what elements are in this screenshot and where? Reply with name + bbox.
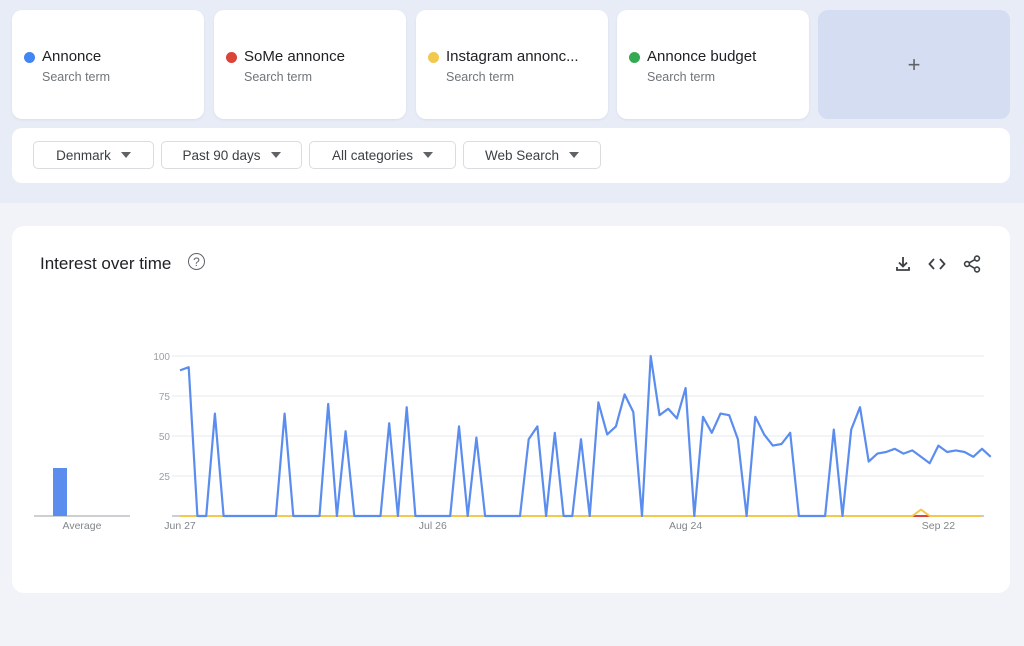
- x-tick-label: Sep 22: [922, 520, 955, 532]
- time-range-dropdown[interactable]: Past 90 days: [161, 141, 302, 169]
- plus-icon: +: [907, 51, 921, 77]
- average-label: Average: [63, 520, 102, 532]
- y-tick-label: 100: [153, 352, 170, 363]
- help-icon[interactable]: ?: [188, 253, 205, 270]
- search-term-label[interactable]: SoMe annonce: [244, 48, 345, 65]
- add-comparison-button[interactable]: +: [818, 10, 1010, 119]
- search-term-card-annonce[interactable]: Annonce Search term: [12, 10, 204, 119]
- interest-over-time-card: Interest over time ? 25 50 75 100 Jun 27 Jul …: [12, 226, 1010, 593]
- x-tick-label: Jun 27: [164, 520, 196, 532]
- y-tick-label: 25: [159, 472, 171, 483]
- series-color-dot: [226, 52, 237, 63]
- series-color-dot: [629, 52, 640, 63]
- compare-area: Annonce Search term SoMe annonce Search …: [0, 0, 1024, 203]
- search-term-card-annonce-budget[interactable]: Annonce budget Search term: [617, 10, 809, 119]
- series-color-dot: [24, 52, 35, 63]
- category-value: All categories: [331, 147, 414, 163]
- search-term-type: Search term: [446, 70, 515, 84]
- y-tick-label: 50: [159, 432, 171, 443]
- time-range-value: Past 90 days: [182, 147, 261, 163]
- embed-icon[interactable]: [927, 254, 947, 274]
- region-value: Denmark: [56, 147, 111, 163]
- series-line: [179, 354, 992, 518]
- caret-down-icon: [120, 152, 131, 158]
- category-dropdown[interactable]: All categories: [309, 141, 456, 169]
- search-term-type: Search term: [244, 70, 313, 84]
- share-icon[interactable]: [962, 254, 982, 274]
- search-term-card-some-annonce[interactable]: SoMe annonce Search term: [214, 10, 406, 119]
- average-bar: [53, 468, 67, 516]
- caret-down-icon: [569, 152, 580, 158]
- series-color-dot: [428, 52, 439, 63]
- search-term-label[interactable]: Annonce budget: [647, 48, 757, 65]
- caret-down-icon: [270, 152, 281, 158]
- search-term-type: Search term: [647, 70, 716, 84]
- caret-down-icon: [423, 152, 434, 158]
- download-icon[interactable]: [893, 254, 913, 274]
- x-tick-label: Jul 26: [419, 520, 447, 532]
- search-type-value: Web Search: [484, 147, 560, 163]
- interest-over-time-chart: 25 50 75 100 Jun 27 Jul 26 Aug 24 Sep 22 Average: [34, 352, 992, 532]
- search-term-label[interactable]: Annonce: [42, 48, 102, 65]
- x-tick-label: Aug 24: [669, 520, 702, 532]
- filter-bar: Denmark Past 90 days All categories Web …: [12, 128, 1010, 183]
- region-dropdown[interactable]: Denmark: [33, 141, 154, 169]
- y-tick-label: 75: [159, 392, 171, 403]
- search-term-type: Search term: [42, 70, 111, 84]
- search-term-label[interactable]: Instagram annonc...: [446, 48, 579, 65]
- chart-title: Interest over time: [40, 254, 172, 273]
- search-type-dropdown[interactable]: Web Search: [463, 141, 601, 169]
- search-term-card-instagram-annonce[interactable]: Instagram annonc... Search term: [416, 10, 608, 119]
